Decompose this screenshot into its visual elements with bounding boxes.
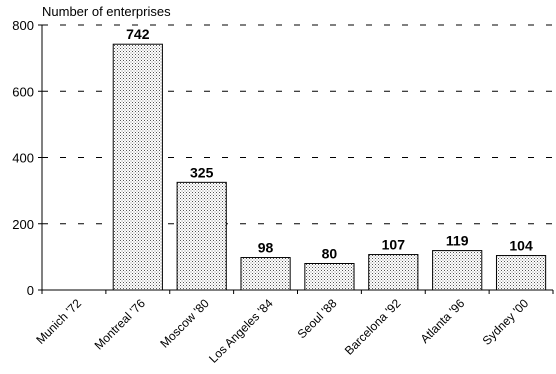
x-tick-label: Los Angeles '84 (206, 296, 276, 366)
x-tick-label: Atlanta '96 (418, 296, 468, 346)
x-tick-label: Barcelona '92 (342, 296, 404, 358)
data-label: 325 (190, 164, 214, 180)
bar (304, 263, 355, 291)
bars (112, 43, 547, 291)
bar (495, 255, 547, 291)
y-tick-label: 200 (12, 217, 34, 232)
y-axis-label: Number of enterprises (42, 4, 171, 19)
data-label: 104 (509, 238, 533, 254)
bar (432, 250, 483, 291)
bar (176, 181, 227, 291)
data-label: 107 (382, 237, 406, 253)
y-tick-labels: 0 200 400 600 800 (12, 18, 34, 298)
x-tick-label: Munich '72 (33, 296, 84, 347)
y-tick-label: 400 (12, 151, 34, 166)
data-label: 742 (126, 26, 150, 42)
x-tick-label: Sydney '00 (480, 296, 532, 348)
data-labels: 742 325 98 80 107 119 104 (126, 26, 533, 261)
y-tick-label: 600 (12, 84, 34, 99)
bar (368, 254, 419, 291)
data-label: 98 (258, 240, 274, 256)
bar (112, 43, 163, 291)
bar (240, 257, 291, 291)
y-tick-label: 800 (12, 18, 34, 33)
x-tick-label: Seoul '88 (295, 296, 340, 341)
y-tick-label: 0 (27, 283, 34, 298)
gridlines (42, 24, 553, 225)
data-label: 80 (322, 246, 338, 262)
data-label: 119 (446, 233, 469, 249)
x-tick-label: Montreal '76 (92, 296, 149, 353)
x-tick-label: Moscow '80 (157, 296, 212, 351)
